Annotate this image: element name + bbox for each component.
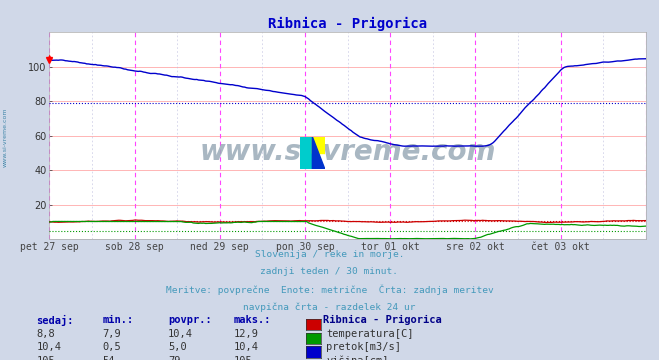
Text: www.si-vreme.com: www.si-vreme.com (3, 107, 8, 167)
Text: 79: 79 (168, 356, 181, 360)
Text: višina[cm]: višina[cm] (326, 356, 389, 360)
Polygon shape (312, 137, 325, 153)
Text: maks.:: maks.: (234, 315, 272, 325)
Text: 10,4: 10,4 (168, 329, 193, 339)
Title: Ribnica - Prigorica: Ribnica - Prigorica (268, 17, 427, 31)
Polygon shape (312, 137, 325, 169)
Text: 10,4: 10,4 (234, 342, 259, 352)
Text: povpr.:: povpr.: (168, 315, 212, 325)
Text: Meritve: povprečne  Enote: metrične  Črta: zadnja meritev: Meritve: povprečne Enote: metrične Črta:… (165, 285, 494, 295)
Text: 12,9: 12,9 (234, 329, 259, 339)
Text: sedaj:: sedaj: (36, 315, 74, 326)
Text: www.si-vreme.com: www.si-vreme.com (200, 139, 496, 166)
Text: ▲: ▲ (47, 54, 52, 60)
Polygon shape (300, 137, 312, 169)
Text: 0,5: 0,5 (102, 342, 121, 352)
Text: Slovenija / reke in morje.: Slovenija / reke in morje. (255, 250, 404, 259)
Text: min.:: min.: (102, 315, 133, 325)
Text: 5,0: 5,0 (168, 342, 186, 352)
Text: pretok[m3/s]: pretok[m3/s] (326, 342, 401, 352)
Text: temperatura[C]: temperatura[C] (326, 329, 414, 339)
Text: 105: 105 (234, 356, 252, 360)
Text: 10,4: 10,4 (36, 342, 61, 352)
Text: 7,9: 7,9 (102, 329, 121, 339)
Text: Ribnica - Prigorica: Ribnica - Prigorica (323, 315, 442, 325)
Text: zadnji teden / 30 minut.: zadnji teden / 30 minut. (260, 267, 399, 276)
Text: 8,8: 8,8 (36, 329, 55, 339)
Text: 105: 105 (36, 356, 55, 360)
Text: navpična črta - razdelek 24 ur: navpična črta - razdelek 24 ur (243, 302, 416, 311)
Text: 54: 54 (102, 356, 115, 360)
